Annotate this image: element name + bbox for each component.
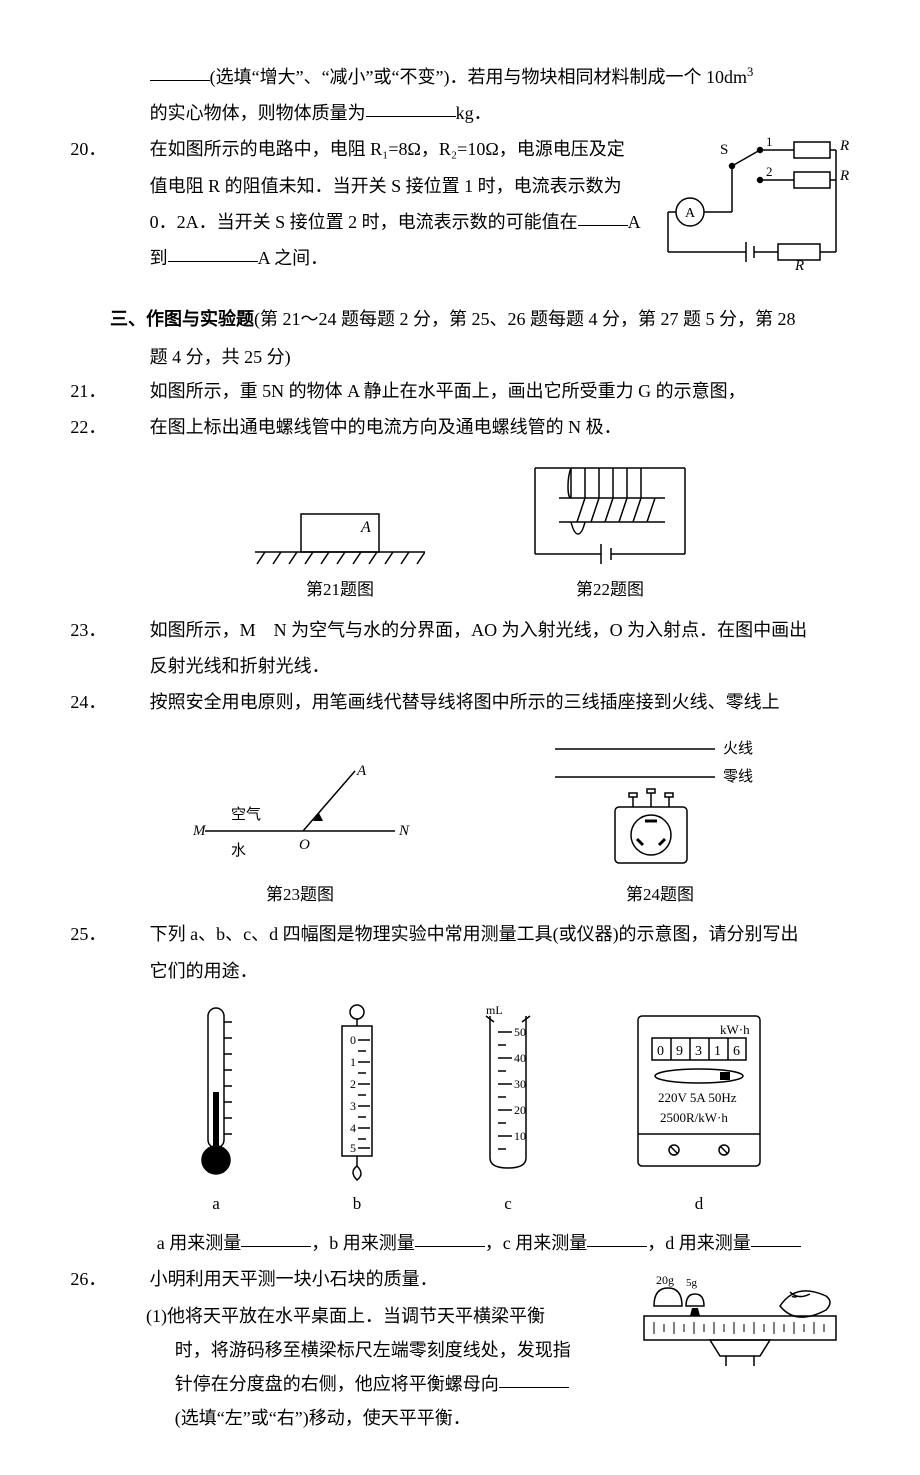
fig24: 火线 零线 第24题图 (545, 733, 775, 911)
q24-num: 24． (110, 685, 150, 719)
q25-answers: a 用来测量，b 用来测量，c 用来测量，d 用来测量 (110, 1226, 850, 1260)
svg-text:O: O (299, 837, 310, 853)
sup3: 3 (747, 65, 753, 79)
q24: 24．按照安全用电原则，用笔画线代替导线将图中所示的三线插座接到火线、零线上 (110, 685, 850, 719)
blank (366, 96, 456, 117)
q25-tools: a 0 1 2 3 4 5 (110, 1002, 850, 1220)
svg-text:0: 0 (350, 1033, 356, 1047)
blank (587, 1226, 647, 1247)
svg-text:A: A (356, 763, 367, 779)
tool-d: kW·h 0 9 3 1 6 220V 5A 50Hz 2500R/kW·h (624, 1002, 774, 1220)
blank (751, 1226, 801, 1247)
svg-text:10: 10 (514, 1129, 526, 1143)
tool-c: mL 50 40 30 20 10 c (468, 1002, 548, 1220)
q21-num: 21． (110, 374, 150, 408)
fig24-label: 第24题图 (626, 879, 694, 911)
page: (选填“增大”、“减小”或“不变”)．若用与物块相同材料制成一个 10dm3 的… (0, 0, 920, 1475)
svg-text:4: 4 (350, 1121, 356, 1135)
section3-head2: 题 4 分，共 25 分) (110, 340, 850, 374)
svg-text:6: 6 (733, 1044, 740, 1059)
svg-text:N: N (398, 823, 410, 839)
svg-text:5: 5 (350, 1141, 356, 1155)
svg-text:S: S (720, 142, 728, 158)
svg-text:1: 1 (714, 1044, 721, 1059)
svg-text:20g: 20g (656, 1273, 674, 1287)
q22: 22．在图上标出通电螺线管中的电流方向及通电螺线管的 N 极． (110, 410, 850, 444)
svg-text:3: 3 (695, 1044, 702, 1059)
svg-text:火线: 火线 (723, 740, 753, 757)
svg-text:30: 30 (514, 1077, 526, 1091)
svg-text:2: 2 (766, 164, 773, 179)
svg-text:kW·h: kW·h (720, 1022, 750, 1037)
fig23-24-row: M N O 空气 水 A 第23题图 火线 零线 (110, 733, 850, 911)
svg-text:R₁: R₁ (839, 138, 850, 154)
svg-text:A: A (685, 206, 696, 221)
q25-num: 25． (110, 917, 150, 951)
svg-text:水: 水 (231, 842, 246, 859)
svg-text:2: 2 (350, 1077, 356, 1091)
q22-num: 22． (110, 410, 150, 444)
svg-text:20: 20 (514, 1103, 526, 1117)
q19-unit: kg． (456, 103, 492, 123)
q20-num: 20． (110, 132, 150, 166)
q21: 21．如图所示，重 5N 的物体 A 静止在水平面上，画出它所受重力 G 的示意… (110, 374, 850, 408)
fig21-22-row: A 第21题图 (110, 458, 850, 606)
svg-text:3: 3 (350, 1099, 356, 1113)
tool-a: a (186, 1002, 246, 1220)
svg-text:M: M (192, 823, 207, 839)
svg-text:R: R (794, 258, 804, 272)
q23-l2: 反射光线和折射光线． (110, 649, 850, 683)
svg-text:5g: 5g (686, 1277, 698, 1289)
q25-l2: 它们的用途． (110, 954, 850, 988)
q26-balance: 20g 5g (630, 1266, 850, 1387)
q19-text2: 的实心物体，则物体质量为 (150, 103, 366, 123)
svg-text:A: A (360, 519, 371, 536)
q23-num: 23． (110, 613, 150, 647)
svg-text:50: 50 (514, 1025, 526, 1039)
blank (241, 1226, 311, 1247)
q19-tail: (选填“增大”、“减小”或“不变”)．若用与物块相同材料制成一个 10dm3 (110, 60, 850, 94)
svg-text:1: 1 (350, 1055, 356, 1069)
blank (150, 60, 210, 81)
svg-text:空气: 空气 (231, 806, 261, 823)
tool-a-label: a (212, 1188, 220, 1220)
svg-text:220V 5A 50Hz: 220V 5A 50Hz (658, 1090, 737, 1105)
section3-head: 三、作图与实验题(第 21～24 题每题 2 分，第 25、26 题每题 4 分… (110, 302, 850, 336)
q19-text: (选填“增大”、“减小”或“不变”)．若用与物块相同材料制成一个 10dm (210, 67, 747, 87)
q25: 25．下列 a、b、c、d 四幅图是物理实验中常用测量工具(或仪器)的示意图，请… (110, 917, 850, 951)
blank (499, 1367, 569, 1388)
q23: 23．如图所示，M N 为空气与水的分界面，AO 为入射光线，O 为入射点．在图… (110, 613, 850, 647)
svg-text:mL: mL (486, 1003, 503, 1017)
svg-text:0: 0 (657, 1044, 664, 1059)
svg-text:40: 40 (514, 1051, 526, 1065)
tool-d-label: d (695, 1188, 704, 1220)
fig23: M N O 空气 水 A 第23题图 (185, 763, 415, 911)
svg-text:1: 1 (766, 134, 773, 149)
svg-text:零线: 零线 (723, 768, 753, 785)
blank (578, 205, 628, 226)
q20-l1: 在如图所示的电路中，电阻 R₁=8Ω，R₂=10Ω，电源电压及定 (150, 139, 625, 159)
svg-text:2500R/kW·h: 2500R/kW·h (660, 1110, 728, 1125)
tool-b: 0 1 2 3 4 5 b (322, 1002, 392, 1220)
svg-text:R₂: R₂ (839, 168, 850, 184)
tool-b-label: b (353, 1188, 362, 1220)
fig22-label: 第22题图 (576, 574, 644, 606)
q19-tail2: 的实心物体，则物体质量为 kg． (110, 96, 850, 130)
fig21: A 第21题图 (255, 488, 425, 606)
q20-circuit: R₁ R₂ 1 2 S A (660, 132, 850, 283)
fig21-label: 第21题图 (306, 574, 374, 606)
blank (168, 241, 258, 262)
fig22: 第22题图 (515, 458, 705, 606)
q26-1d: (选填“左”或“右”)移动，使天平平衡． (110, 1401, 850, 1435)
svg-text:9: 9 (676, 1044, 683, 1059)
tool-c-label: c (504, 1188, 512, 1220)
blank (415, 1226, 485, 1247)
q26-num: 26． (110, 1262, 150, 1296)
fig23-label: 第23题图 (266, 879, 334, 911)
